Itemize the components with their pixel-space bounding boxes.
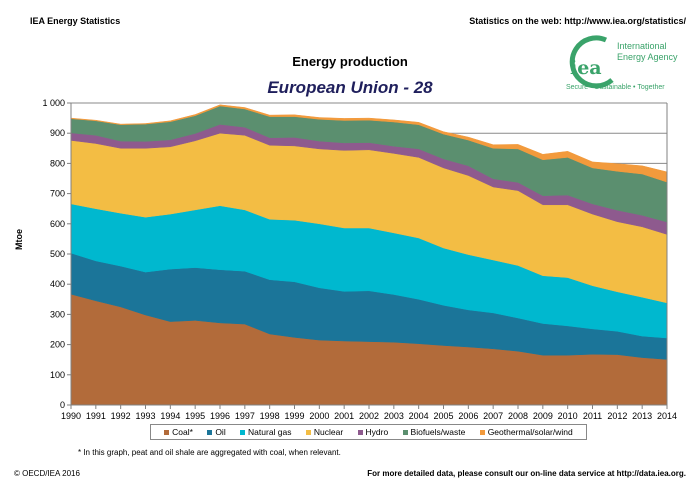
legend-swatch: [164, 429, 170, 435]
legend-swatch: [240, 429, 246, 435]
x-tick-label: 2011: [583, 411, 602, 421]
y-tick-label: 300: [50, 309, 65, 319]
x-tick-label: 2003: [384, 411, 404, 421]
y-tick-label: 600: [50, 219, 65, 229]
legend-item: Nuclear: [305, 427, 344, 437]
logo-mark: iea: [570, 57, 602, 79]
x-tick-label: 1993: [135, 411, 155, 421]
x-tick-label: 1996: [210, 411, 230, 421]
y-tick-label: 500: [50, 249, 65, 259]
legend-label: Oil: [215, 427, 226, 437]
y-tick-label: 900: [50, 128, 65, 138]
legend-label: Coal*: [172, 427, 193, 437]
footer-data-service-link[interactable]: For more detailed data, please consult o…: [367, 469, 686, 478]
y-tick-label: 800: [50, 158, 65, 168]
footnote: * In this graph, peat and oil shale are …: [78, 448, 341, 457]
legend-swatch: [305, 429, 311, 435]
x-tick-label: 1999: [284, 411, 304, 421]
x-tick-label: 1997: [235, 411, 255, 421]
legend-swatch: [402, 429, 408, 435]
header-statistics-link[interactable]: Statistics on the web: http://www.iea.or…: [469, 16, 686, 26]
legend-item: Geothermal/solar/wind: [479, 427, 573, 437]
legend-item: Coal*: [164, 427, 193, 437]
legend-item: Oil: [207, 427, 226, 437]
x-tick-label: 1995: [185, 411, 205, 421]
stacked-area-chart: 0 100 200 300 400 500 600 700 800 900 1 000 1990 199…: [42, 98, 677, 421]
legend-swatch: [357, 429, 363, 435]
x-tick-label: 2013: [632, 411, 652, 421]
y-tick-label: 700: [50, 189, 65, 199]
x-tick-label: 2012: [607, 411, 627, 421]
iea-logo-icon: iea: [569, 35, 614, 89]
x-tick-label: 2001: [334, 411, 354, 421]
chart-legend: Coal* Oil Natural gas Nuclear Hydro Biofuels/…: [150, 424, 587, 440]
x-tick-label: 2005: [433, 411, 453, 421]
legend-label: Biofuels/waste: [410, 427, 466, 437]
legend-item: Biofuels/waste: [402, 427, 466, 437]
logo-name: International Energy Agency: [617, 41, 678, 63]
logo-tagline: Secure • Sustainable • Together: [566, 84, 665, 91]
x-tick-label: 2000: [309, 411, 329, 421]
x-tick-label: 2007: [483, 411, 503, 421]
legend-item: Hydro: [357, 427, 389, 437]
legend-label: Hydro: [365, 427, 389, 437]
logo-name-line1: International: [617, 41, 667, 51]
legend-label: Geothermal/solar/wind: [487, 427, 573, 437]
x-tick-label: 2014: [657, 411, 677, 421]
y-tick-label: 100: [50, 370, 65, 380]
x-tick-label: 1998: [260, 411, 280, 421]
x-tick-label: 2010: [558, 411, 578, 421]
y-tick-label: 200: [50, 340, 65, 350]
x-tick-label: 2008: [508, 411, 528, 421]
header-source: IEA Energy Statistics: [30, 16, 121, 26]
legend-swatch: [207, 429, 213, 435]
legend-label: Nuclear: [313, 427, 344, 437]
legend-item: Natural gas: [240, 427, 292, 437]
x-tick-label: 2002: [359, 411, 379, 421]
x-tick-label: 2006: [458, 411, 478, 421]
chart-title: Energy production: [292, 54, 408, 69]
y-tick-label: 1 000: [42, 98, 65, 108]
x-tick-label: 2004: [409, 411, 429, 421]
y-tick-label: 400: [50, 279, 65, 289]
x-tick-label: 2009: [533, 411, 553, 421]
x-tick-label: 1990: [61, 411, 81, 421]
x-tick-label: 1992: [111, 411, 131, 421]
chart-subtitle: European Union - 28: [267, 78, 433, 97]
x-tick-label: 1994: [160, 411, 180, 421]
y-tick-label: 0: [60, 400, 65, 410]
legend-swatch: [479, 429, 485, 435]
logo-name-line2: Energy Agency: [617, 52, 678, 62]
x-tick-label: 1991: [86, 411, 106, 421]
legend-label: Natural gas: [248, 427, 292, 437]
copyright: © OECD/IEA 2016: [14, 469, 80, 478]
